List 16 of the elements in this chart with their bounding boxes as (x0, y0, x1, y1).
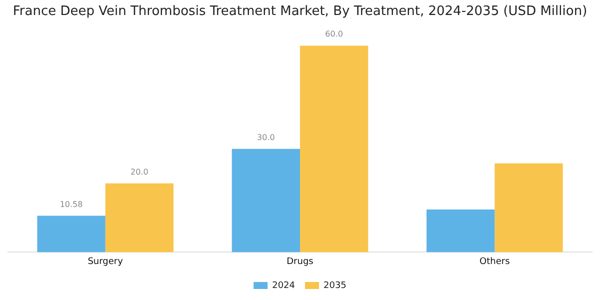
bar (232, 148, 300, 252)
x-tick-label: Drugs (286, 256, 314, 267)
data-label: 30.0 (257, 132, 275, 142)
chart-title: France Deep Vein Thrombosis Treatment Market, By Treatment, 2024-2035 (USD Million) (12, 4, 588, 20)
legend-label: 2035 (324, 280, 346, 291)
bar (300, 46, 368, 252)
bar (37, 216, 106, 252)
x-tick-label: Surgery (88, 256, 124, 267)
data-label: 60.0 (325, 30, 343, 39)
legend-label: 2024 (272, 280, 296, 291)
x-tick-label: Others (480, 256, 510, 267)
data-label: 20.0 (130, 167, 148, 176)
bar (494, 163, 563, 252)
bar (426, 210, 495, 252)
data-label: 10.58 (60, 200, 83, 209)
bar (105, 183, 174, 252)
